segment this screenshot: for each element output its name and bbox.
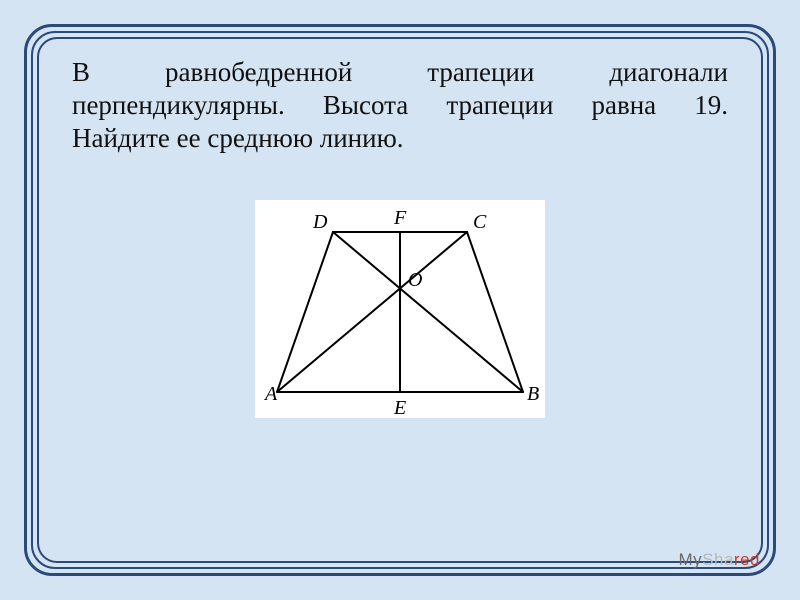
watermark-part-3: red: [734, 550, 760, 569]
label-D: D: [312, 211, 328, 233]
label-O: O: [408, 269, 422, 291]
trapezoid-figure: A B C D E F O: [255, 200, 545, 418]
watermark: MyShared: [679, 550, 761, 570]
label-B: B: [527, 383, 539, 405]
figure-container: A B C D E F O: [0, 200, 800, 418]
label-F: F: [393, 207, 407, 229]
label-C: C: [473, 211, 487, 233]
watermark-part-2: Sha: [702, 550, 734, 569]
problem-line-2: перпендикулярны. Высота трапеции равна 1…: [72, 89, 728, 122]
watermark-part-1: My: [679, 550, 703, 569]
problem-line-1: В равнобедренной трапеции диагонали: [72, 56, 728, 89]
label-E: E: [393, 397, 406, 418]
problem-line-3: Найдите ее среднюю линию.: [72, 122, 728, 155]
label-A: A: [263, 383, 278, 405]
problem-text: В равнобедренной трапеции диагонали перп…: [72, 56, 728, 155]
